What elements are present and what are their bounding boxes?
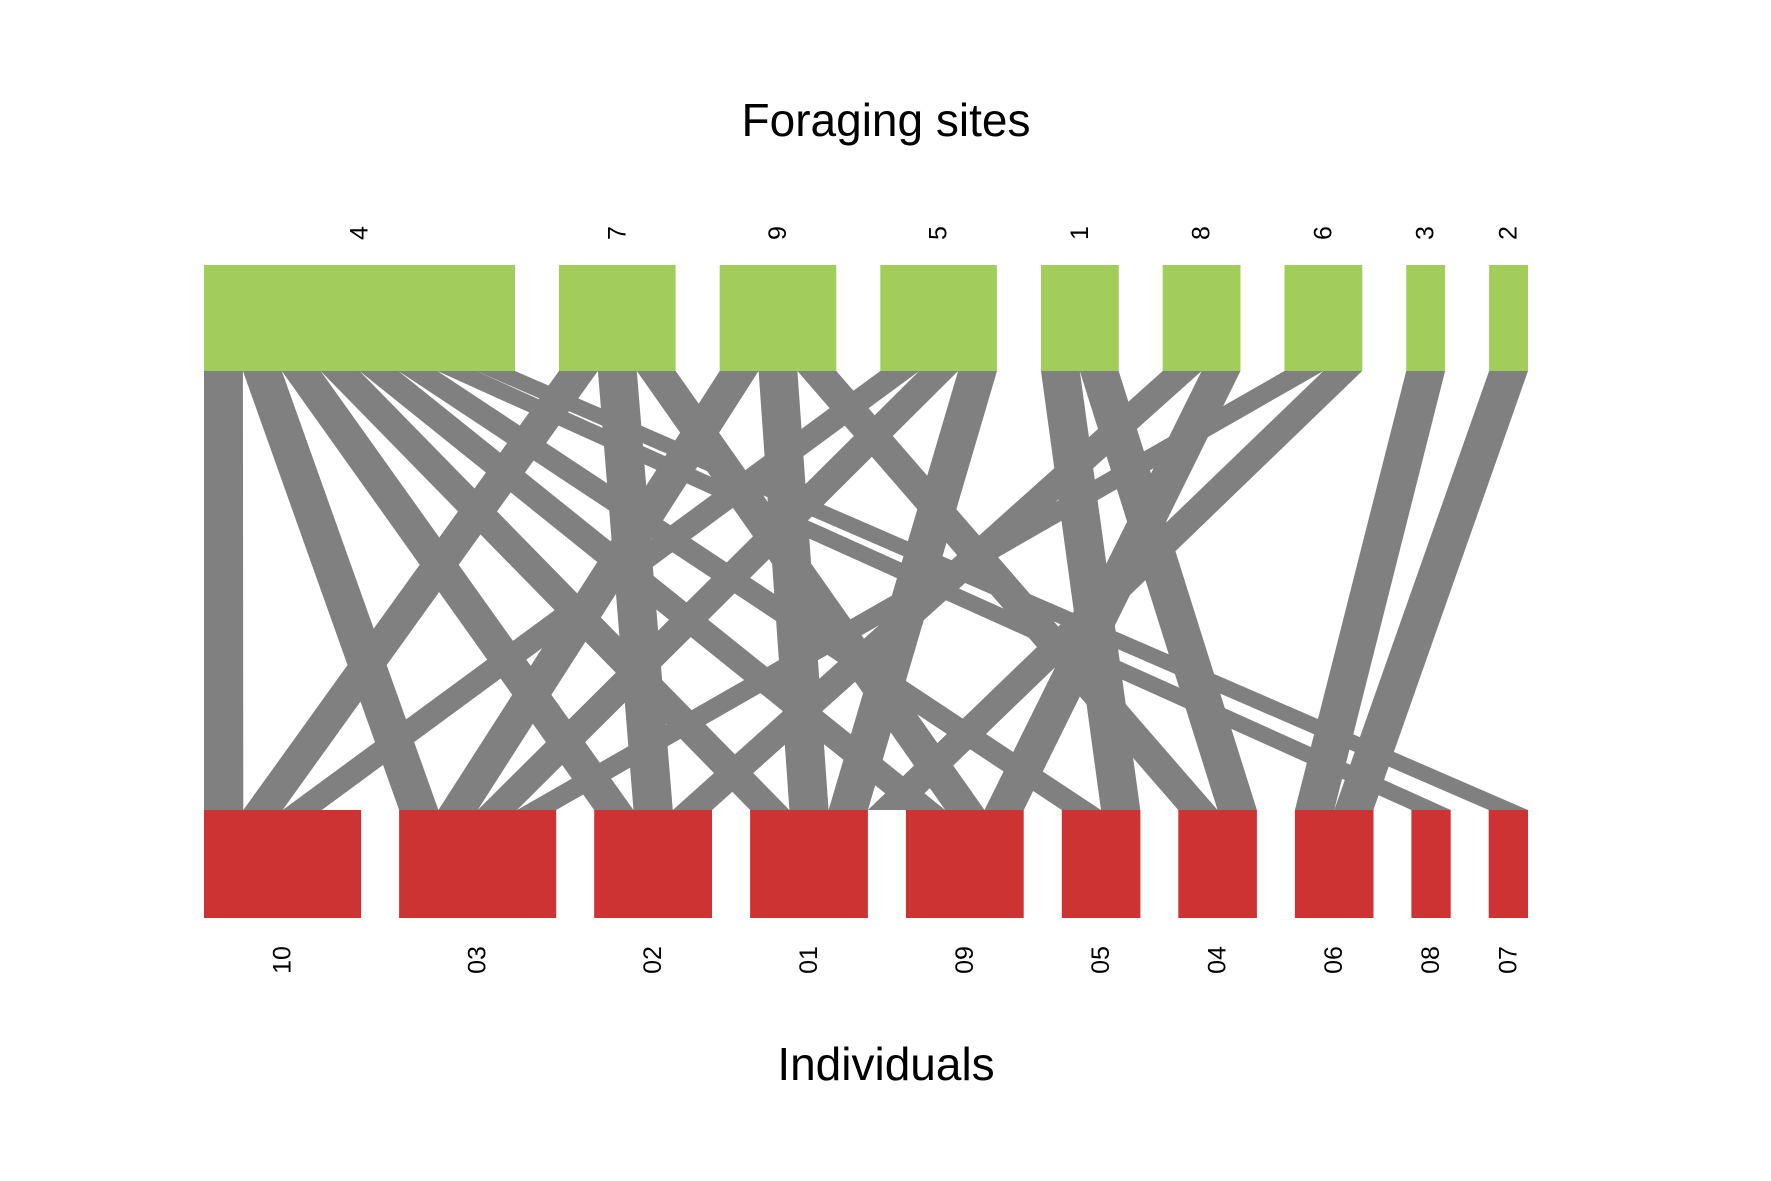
individual-label-10: 10: [269, 946, 297, 974]
site-node-1: [1041, 265, 1119, 371]
individual-label-04: 04: [1204, 946, 1232, 974]
individual-node-01: [750, 810, 868, 918]
site-label-8: 8: [1188, 226, 1216, 240]
site-node-7: [559, 265, 676, 371]
individual-node-03: [399, 810, 557, 918]
individual-label-07: 07: [1494, 946, 1522, 974]
link-site-3-individual-06: [1294, 371, 1446, 810]
individual-label-03: 03: [464, 946, 492, 974]
individual-node-10: [204, 810, 362, 918]
site-label-9: 9: [764, 226, 792, 240]
link-site-4-individual-01: [320, 371, 790, 810]
individual-node-07: [1488, 810, 1528, 918]
site-node-3: [1406, 265, 1446, 371]
site-node-2: [1489, 265, 1528, 371]
individual-node-09: [905, 810, 1024, 918]
link-site-2-individual-06: [1334, 371, 1528, 810]
link-site-4-individual-10: [204, 371, 244, 810]
site-node-5: [880, 265, 997, 371]
foraging-site-nodes: 4 7 9 5 1 8 6 3 2: [204, 226, 1528, 371]
link-site-6-individual-01: [867, 371, 1363, 810]
site-label-5: 5: [925, 226, 953, 240]
site-node-4: [204, 265, 515, 371]
top-level-title: Foraging sites: [742, 94, 1031, 146]
individual-node-08: [1411, 810, 1451, 918]
individual-label-05: 05: [1087, 946, 1115, 974]
individual-label-02: 02: [639, 946, 667, 974]
individual-label-09: 09: [951, 946, 979, 974]
site-label-4: 4: [346, 226, 374, 240]
site-label-3: 3: [1412, 226, 1440, 240]
site-label-7: 7: [603, 226, 631, 240]
individual-nodes: 10 03 02 01 09 05 04 06 08 07: [204, 810, 1528, 974]
individual-node-04: [1178, 810, 1257, 918]
link-site-5-individual-03: [477, 371, 959, 810]
links-layer: [204, 371, 1529, 810]
bottom-level-title: Individuals: [777, 1038, 994, 1090]
individual-node-02: [594, 810, 712, 918]
site-node-9: [719, 265, 837, 371]
site-label-6: 6: [1309, 226, 1337, 240]
link-site-4-individual-03: [242, 371, 439, 810]
link-site-5-individual-10: [282, 371, 920, 810]
individual-label-08: 08: [1417, 946, 1445, 974]
individual-node-06: [1294, 810, 1374, 918]
individual-node-05: [1061, 810, 1141, 918]
site-node-8: [1162, 265, 1241, 371]
link-site-6-individual-03: [517, 371, 1324, 810]
individual-label-01: 01: [795, 946, 823, 974]
link-site-7-individual-02: [597, 371, 673, 810]
link-site-4-individual-05: [398, 371, 1101, 810]
link-site-7-individual-10: [243, 371, 598, 810]
site-label-2: 2: [1495, 226, 1523, 240]
site-node-6: [1284, 265, 1363, 371]
individual-label-06: 06: [1320, 946, 1348, 974]
site-label-1: 1: [1066, 226, 1094, 240]
